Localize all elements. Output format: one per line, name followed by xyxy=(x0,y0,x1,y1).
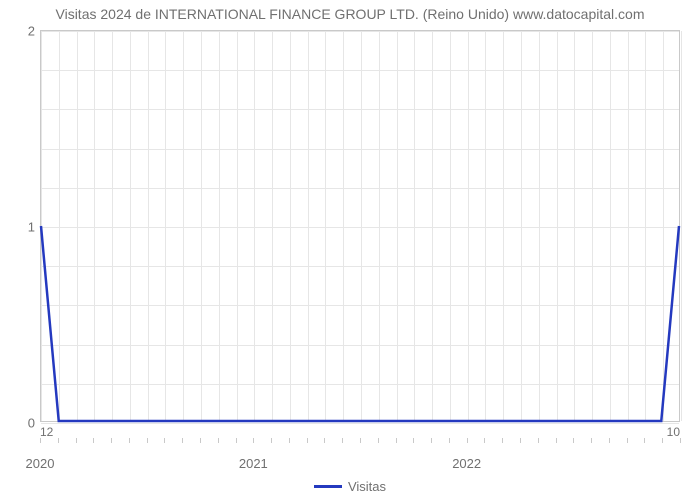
secondary-x-tick xyxy=(573,438,574,443)
secondary-x-tick xyxy=(40,438,41,443)
secondary-x-tick xyxy=(502,438,503,443)
secondary-x-tick xyxy=(431,438,432,443)
secondary-x-tick xyxy=(147,438,148,443)
chart-title: Visitas 2024 de INTERNATIONAL FINANCE GR… xyxy=(0,6,700,22)
secondary-x-tick xyxy=(218,438,219,443)
secondary-x-tick xyxy=(58,438,59,443)
secondary-x-tick xyxy=(76,438,77,443)
secondary-x-tick xyxy=(253,438,254,443)
secondary-x-label: 10 xyxy=(667,425,680,439)
secondary-x-tick xyxy=(307,438,308,443)
x-axis-tick-label: 2021 xyxy=(239,452,268,471)
secondary-x-tick xyxy=(644,438,645,443)
secondary-x-tick xyxy=(289,438,290,443)
chart-legend: Visitas xyxy=(0,479,700,494)
secondary-x-tick xyxy=(627,438,628,443)
secondary-x-tick xyxy=(609,438,610,443)
x-axis-tick-label: 2022 xyxy=(452,452,481,471)
secondary-x-tick xyxy=(164,438,165,443)
gridline-vertical-minor xyxy=(681,31,682,421)
legend-label: Visitas xyxy=(348,479,386,494)
secondary-x-tick xyxy=(324,438,325,443)
y-axis-tick-label: 2 xyxy=(28,24,41,39)
secondary-x-tick xyxy=(467,438,468,443)
secondary-x-tick xyxy=(520,438,521,443)
secondary-x-tick xyxy=(342,438,343,443)
secondary-x-tick xyxy=(484,438,485,443)
secondary-x-tick xyxy=(271,438,272,443)
secondary-x-tick xyxy=(449,438,450,443)
secondary-x-tick xyxy=(396,438,397,443)
secondary-x-tick xyxy=(93,438,94,443)
secondary-x-tick xyxy=(111,438,112,443)
series-line xyxy=(41,226,679,421)
y-axis-tick-label: 0 xyxy=(28,416,41,431)
secondary-x-tick xyxy=(200,438,201,443)
secondary-x-tick xyxy=(378,438,379,443)
secondary-x-tick xyxy=(538,438,539,443)
y-axis-tick-label: 1 xyxy=(28,220,41,235)
legend-swatch xyxy=(314,485,342,488)
secondary-x-tick xyxy=(129,438,130,443)
x-axis-tick-label: 2020 xyxy=(26,452,55,471)
secondary-x-tick xyxy=(662,438,663,443)
secondary-x-tick xyxy=(413,438,414,443)
secondary-x-tick xyxy=(182,438,183,443)
secondary-x-tick xyxy=(556,438,557,443)
secondary-x-tick xyxy=(360,438,361,443)
gridline-horizontal xyxy=(41,423,679,424)
secondary-x-axis: 1210 xyxy=(0,432,700,448)
secondary-x-tick xyxy=(680,438,681,443)
chart-plot-area: 012 xyxy=(40,30,680,422)
secondary-x-tick xyxy=(236,438,237,443)
secondary-x-label: 12 xyxy=(40,425,53,439)
secondary-x-tick xyxy=(591,438,592,443)
